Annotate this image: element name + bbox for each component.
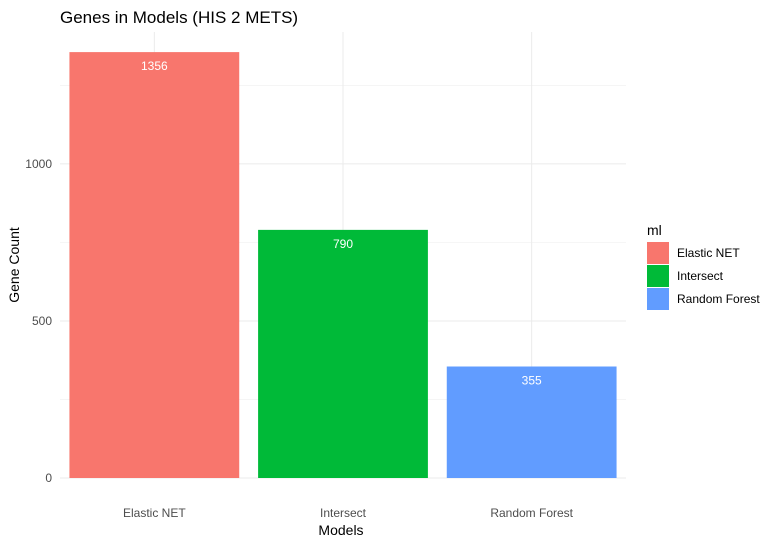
y-axis-ticks: 0 500 1000 [25,157,52,485]
x-tick-label: Random Forest [490,506,573,520]
legend-items: Elastic NET Intersect Random Forest [647,242,760,310]
legend-swatch [647,265,669,287]
x-tick-label: Elastic NET [123,506,186,520]
bar-value-label: 1356 [141,59,168,73]
y-axis-title: Gene Count [6,227,22,303]
legend-swatch [647,242,669,264]
x-tick-label: Intersect [320,506,367,520]
legend-label: Elastic NET [677,246,740,260]
y-tick-label: 500 [32,314,52,328]
bar-value-label: 355 [522,374,542,388]
x-axis-title: Models [318,522,363,538]
bar [446,366,617,478]
chart-title: Genes in Models (HIS 2 METS) [60,8,298,27]
bars [69,52,617,478]
bar [69,52,240,478]
legend-label: Intersect [677,269,724,283]
legend-swatch [647,288,669,310]
bar-value-label: 790 [333,237,353,251]
y-tick-label: 1000 [25,157,52,171]
legend: ml Elastic NET Intersect Random Forest [647,222,760,310]
bar-value-labels: 1356 790 355 [141,59,542,387]
y-tick-label: 0 [45,471,52,485]
x-axis-ticks: Elastic NET Intersect Random Forest [123,506,574,520]
bar [258,229,428,478]
legend-title: ml [647,222,662,238]
legend-label: Random Forest [677,292,760,306]
